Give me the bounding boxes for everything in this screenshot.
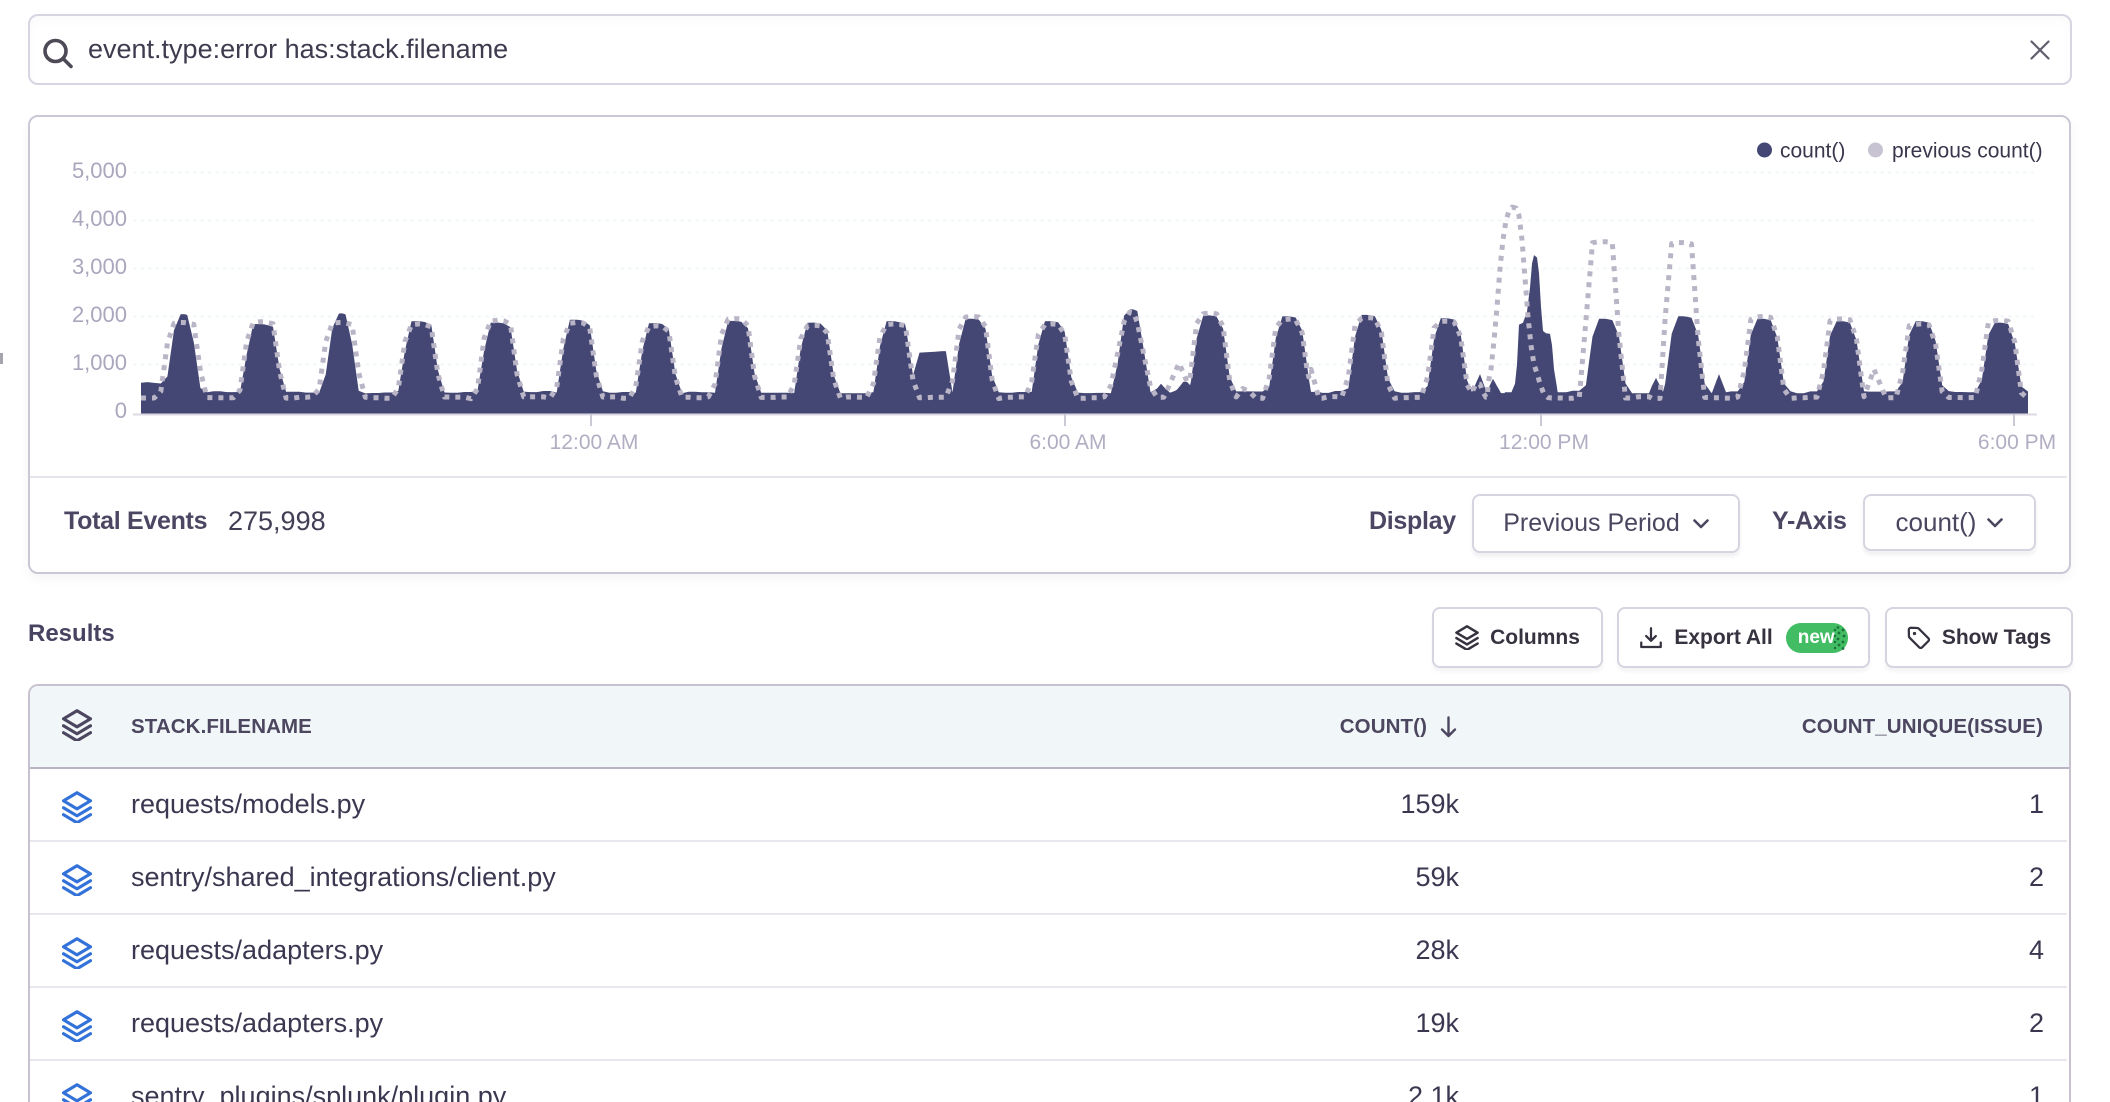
svg-text:12:00 PM: 12:00 PM — [1499, 431, 1589, 454]
svg-text:5,000: 5,000 — [72, 158, 127, 183]
svg-text:0: 0 — [115, 398, 127, 423]
svg-text:3,000: 3,000 — [72, 254, 127, 279]
svg-text:6:00 PM: 6:00 PM — [1978, 431, 2056, 454]
svg-text:6:00 AM: 6:00 AM — [1029, 431, 1106, 454]
svg-text:previous count(): previous count() — [1892, 140, 2043, 163]
svg-text:12:00 AM: 12:00 AM — [550, 431, 639, 454]
svg-text:1,000: 1,000 — [72, 350, 127, 375]
svg-text:count(): count() — [1780, 140, 1845, 163]
svg-text:2,000: 2,000 — [72, 302, 127, 327]
svg-text:4,000: 4,000 — [72, 206, 127, 231]
